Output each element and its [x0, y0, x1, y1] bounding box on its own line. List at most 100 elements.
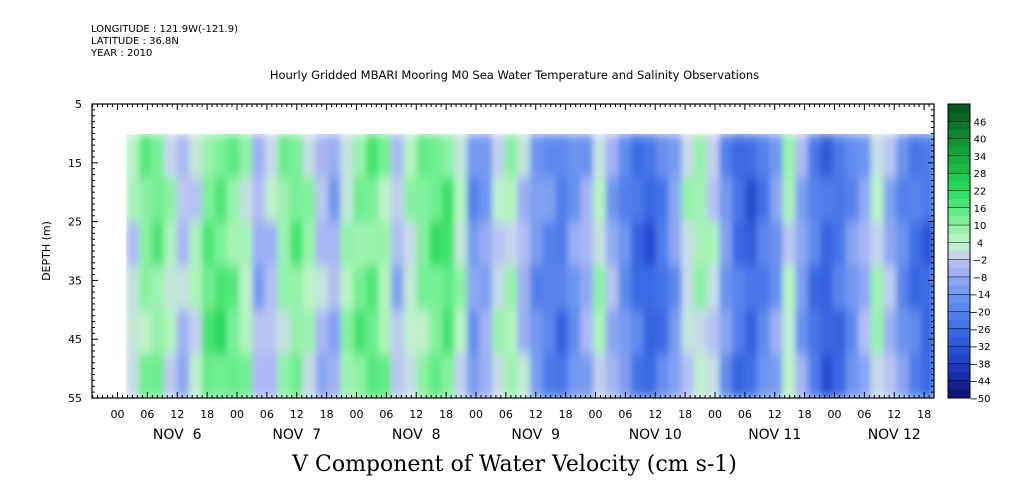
- heatmap-cell: [328, 265, 342, 312]
- heatmap-cell: [580, 221, 595, 268]
- heatmap-cell: [163, 177, 178, 224]
- heatmap-cell: [163, 309, 178, 356]
- colorbar-swatch: [948, 216, 970, 226]
- colorbar-label: −20: [969, 308, 990, 319]
- heatmap-cell: [795, 134, 809, 179]
- heatmap-cell: [239, 265, 254, 312]
- heatmap-cell: [138, 265, 153, 312]
- heatmap-cell: [163, 353, 178, 398]
- colorbar-swatch: [948, 129, 970, 139]
- heatmap-cell: [567, 134, 582, 179]
- heatmap-cell: [151, 353, 166, 398]
- heatmap-cell: [492, 353, 506, 398]
- heatmap-cell: [694, 177, 708, 224]
- heatmap-cell: [719, 177, 734, 224]
- heatmap-cell: [504, 353, 519, 398]
- x-tick-label: 06: [260, 408, 274, 421]
- heatmap-cell: [744, 309, 759, 356]
- heatmap-cell: [921, 309, 934, 356]
- heatmap-cell: [277, 309, 292, 356]
- heatmap-cell: [896, 353, 910, 398]
- colorbar-swatch: [948, 121, 970, 131]
- heatmap-cell: [340, 265, 355, 312]
- chart-title: Hourly Gridded MBARI Mooring M0 Sea Wate…: [269, 68, 760, 82]
- heatmap-cell: [820, 309, 835, 356]
- heatmap-cell: [555, 265, 570, 312]
- heatmap-cell: [378, 353, 393, 398]
- colorbar-label: 16: [974, 204, 987, 215]
- heatmap-cell: [757, 309, 772, 356]
- heatmap-cell: [744, 177, 759, 224]
- heatmap-cell: [466, 353, 481, 398]
- heatmap-cell: [492, 134, 506, 179]
- heatmap-cell: [593, 265, 607, 312]
- heatmap-cell: [517, 221, 532, 268]
- heatmap-cell: [441, 309, 456, 356]
- heatmap-cell: [365, 353, 380, 398]
- colorbar-swatch: [948, 294, 970, 304]
- longitude-text: LONGITUDE : 121.9W(-121.9): [91, 24, 238, 35]
- x-day-label: NOV 9: [511, 427, 560, 443]
- heatmap-cell: [643, 221, 658, 268]
- heatmap-cell: [580, 177, 595, 224]
- colorbar-swatch: [948, 233, 970, 243]
- heatmap-cell: [605, 309, 620, 356]
- heatmap-cell: [429, 221, 443, 268]
- colorbar-label: −26: [969, 325, 990, 336]
- colorbar-label: 34: [974, 152, 987, 163]
- heatmap-cell: [567, 265, 582, 312]
- heatmap-cell: [416, 265, 431, 312]
- colorbar-label: 40: [974, 135, 987, 146]
- colorbar-swatch: [948, 389, 970, 399]
- heatmap-cell: [719, 353, 734, 398]
- heatmap-cell: [542, 134, 557, 179]
- heatmap-cell: [466, 265, 481, 312]
- heatmap-cell: [694, 353, 708, 398]
- heatmap-cell: [618, 309, 633, 356]
- heatmap-cell: [252, 309, 267, 356]
- heatmap-cell: [138, 134, 153, 179]
- heatmap-cell: [744, 353, 759, 398]
- heatmap-cell: [201, 353, 216, 398]
- heatmap-cell: [353, 177, 368, 224]
- chart-variable-label: V Component of Water Velocity (cm s-1): [292, 452, 737, 477]
- x-tick-label: 06: [857, 408, 871, 421]
- heatmap-cell: [883, 353, 898, 398]
- heatmap-cell: [441, 353, 456, 398]
- heatmap-cell: [492, 221, 506, 268]
- x-tick-label: 18: [559, 408, 573, 421]
- x-tick-label: 06: [140, 408, 154, 421]
- heatmap-cell: [870, 221, 885, 268]
- colorbar-swatch: [948, 207, 970, 217]
- heatmap-cell: [340, 221, 355, 268]
- heatmap-cell: [858, 134, 873, 179]
- heatmap-cell: [479, 221, 494, 268]
- heatmap-cell: [668, 177, 683, 224]
- heatmap-cell: [681, 353, 696, 398]
- colorbar-swatch: [948, 164, 970, 174]
- heatmap-cell: [328, 353, 342, 398]
- heatmap-cell: [656, 309, 671, 356]
- y-tick-label: 55: [68, 392, 82, 405]
- colorbar-swatch: [948, 242, 970, 252]
- heatmap-cell: [769, 221, 784, 268]
- heatmap-cell: [555, 353, 570, 398]
- x-tick-label: 18: [320, 408, 334, 421]
- x-tick-label: 00: [708, 408, 722, 421]
- heatmap-cell: [732, 309, 746, 356]
- heatmap-cell: [694, 134, 708, 179]
- heatmap-cell: [668, 265, 683, 312]
- colorbar-swatch: [948, 259, 970, 269]
- heatmap-cell: [795, 309, 809, 356]
- colorbar-label: 46: [974, 117, 987, 128]
- heatmap-cell: [454, 309, 469, 356]
- heatmap-cell: [176, 309, 191, 356]
- heatmap-cell: [403, 134, 418, 179]
- x-tick-label: 18: [200, 408, 214, 421]
- heatmap-cell: [227, 134, 241, 179]
- heatmap-cell: [214, 309, 229, 356]
- heatmap-cell: [517, 309, 532, 356]
- heatmap-cell: [252, 177, 267, 224]
- heatmap-cell: [782, 221, 797, 268]
- heatmap-cell: [706, 353, 721, 398]
